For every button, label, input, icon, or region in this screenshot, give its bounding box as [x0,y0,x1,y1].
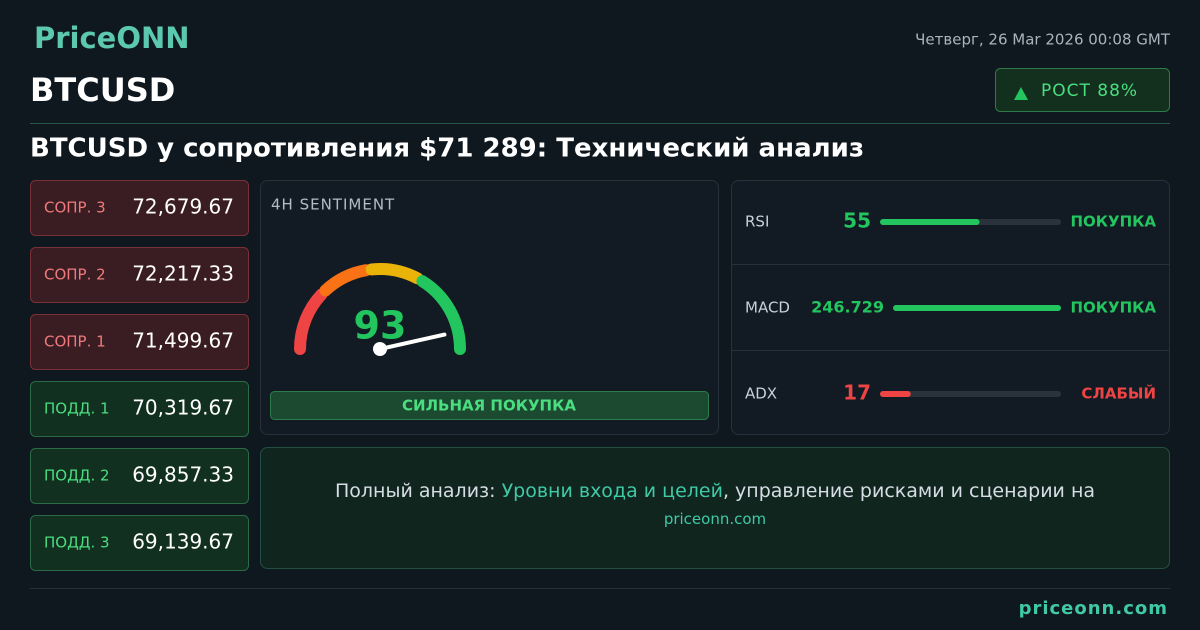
level-value: 69,857.33 [132,463,234,487]
gauge-segment [416,275,466,355]
level-label: СОПР. 2 [44,266,106,284]
headline: BTCUSD у сопротивления $71 289: Техничес… [30,134,864,164]
level-value: 69,139.67 [132,530,234,554]
indicator-fill [880,219,980,225]
indicator-signal: ПОКУПКА [1070,213,1156,231]
indicator-name: ADX [745,385,777,403]
trend-arrow [1014,87,1028,100]
sentiment-panel [260,180,719,435]
cta-site[interactable]: priceonn.com [663,510,767,528]
indicator-value: 246.729 [811,298,884,317]
gauge-value: 93 [354,304,407,348]
gauge-hub [373,342,387,356]
cta-prefix: Полный анализ: [334,480,496,502]
level-box [30,515,249,571]
indicator-fill [880,391,911,397]
gauge-segment [365,263,424,285]
cta-suffix: , управление рисками и сценарии на [722,480,1096,502]
cta-panel [260,447,1170,569]
sentiment-title: 4H SENTIMENT [271,196,395,214]
gauge-segment [319,264,373,297]
indicator-signal: ПОКУПКА [1070,299,1156,317]
verdict-box [270,391,709,420]
gauge-needle [378,332,447,351]
level-box [30,314,249,370]
level-box [30,448,249,504]
level-value: 71,499.67 [132,329,234,353]
footer-site: priceonn.com [1019,598,1168,619]
level-box [30,180,249,236]
indicator-signal: СЛАБЫЙ [1081,384,1156,403]
indicator-fill [893,305,1061,311]
level-value: 70,319.67 [132,396,234,420]
datetime: Четверг, 26 Мar 2026 00:08 GMT [915,31,1171,49]
level-label: ПОДД. 2 [44,467,110,485]
trend-badge [995,68,1170,112]
level-value: 72,217.33 [132,262,234,286]
level-box [30,247,249,303]
verdict: СИЛЬНАЯ ПОКУПКА [402,397,576,415]
gauge-segment [294,288,328,355]
symbol: BTCUSD [30,71,175,109]
indicator-track [880,391,1061,397]
indicator-name: RSI [745,213,769,231]
level-label: СОПР. 1 [44,333,106,351]
level-label: ПОДД. 1 [44,400,110,418]
indicator-value: 55 [843,209,871,233]
level-label: СОПР. 3 [44,199,106,217]
indicator-name: MACD [745,299,790,317]
level-label: ПОДД. 3 [44,534,110,552]
cta-link[interactable]: Уровни входа и целей [501,480,723,502]
indicator-value: 17 [843,381,871,405]
level-value: 72,679.67 [132,195,234,219]
cta: Полный анализ: Уровни входа и целей, упр… [260,480,1170,528]
logo: PriceONN [34,21,190,55]
level-box [30,381,249,437]
trend: РОСТ 88% [1041,81,1138,101]
